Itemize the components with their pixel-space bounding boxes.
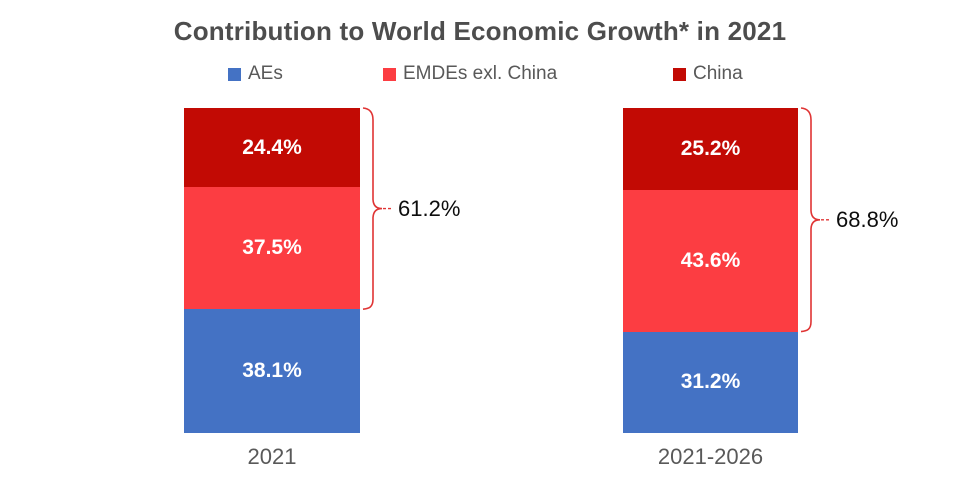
segment-value-label: 43.6% <box>680 248 741 272</box>
legend-label: AEs <box>248 63 283 84</box>
legend-label: EMDEs exl. China <box>403 63 558 84</box>
legend-item-china: China <box>673 62 743 86</box>
bar-segment-emdes-exl-china: 43.6% <box>623 189 798 332</box>
legend-label: China <box>693 63 743 84</box>
bar-segment-aes: 38.1% <box>184 309 360 433</box>
bracket-value-label: 61.2% <box>398 195 461 221</box>
segment-value-label: 31.2% <box>680 370 741 394</box>
category-axis-label: 2021 <box>247 444 297 469</box>
sum-bracket-brace-icon <box>800 107 829 333</box>
legend-swatch-icon <box>383 67 396 81</box>
legend-swatch-icon <box>228 67 241 81</box>
segment-value-label: 24.4% <box>242 135 302 159</box>
category-axis-label: 2021-2026 <box>657 444 764 469</box>
legend-swatch-icon <box>673 67 686 81</box>
segment-value-label: 25.2% <box>680 136 741 160</box>
sum-bracket-brace-icon <box>362 107 391 310</box>
bar-segment-aes: 31.2% <box>623 331 798 433</box>
segment-value-label: 37.5% <box>242 236 302 260</box>
bar-segment-emdes-exl-china: 37.5% <box>184 187 360 310</box>
bar-segment-china: 24.4% <box>184 108 360 188</box>
bracket-value-label: 68.8% <box>836 206 899 232</box>
segment-value-label: 38.1% <box>242 359 302 383</box>
legend-item-aes: AEs <box>228 62 283 86</box>
chart-title: Contribution to World Economic Growth* i… <box>173 16 787 46</box>
legend-item-emdes-exl-china: EMDEs exl. China <box>383 62 557 86</box>
bar-segment-china: 25.2% <box>623 108 798 190</box>
